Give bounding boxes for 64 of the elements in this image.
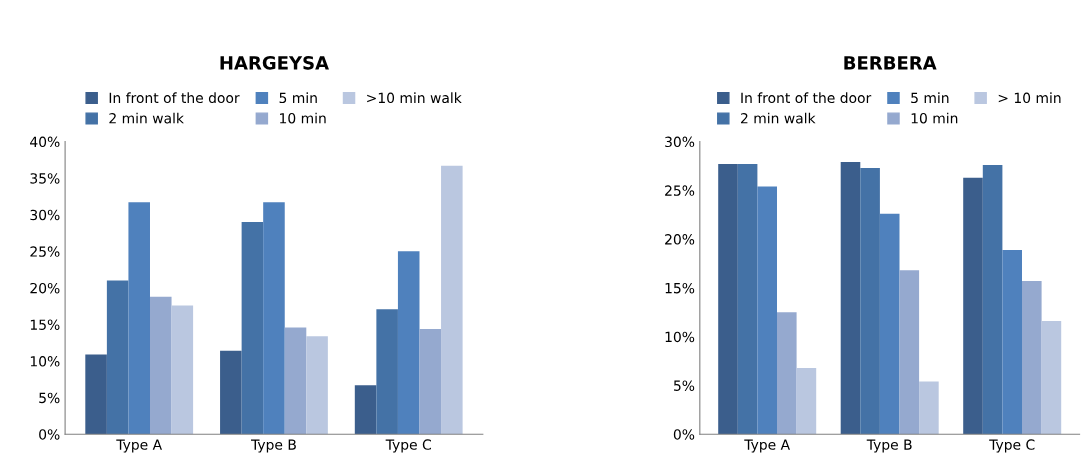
legend-label: > 10 min	[998, 92, 1061, 104]
x-tick-label: Type B	[251, 439, 296, 453]
x-tick-label: Type A	[116, 439, 162, 453]
bar	[1041, 321, 1062, 435]
bar	[171, 305, 194, 435]
bar	[85, 354, 107, 435]
bar	[879, 213, 900, 435]
y-tick-label: 5%	[674, 380, 695, 391]
bar	[899, 270, 920, 435]
legend-label: 2 min walk	[740, 112, 816, 124]
bar	[777, 312, 797, 435]
bar	[106, 280, 129, 435]
bar	[919, 381, 939, 435]
bar	[284, 327, 307, 435]
legend-label: 10 min	[280, 112, 326, 124]
bar	[441, 165, 463, 435]
y-tick-label: 25%	[665, 185, 695, 196]
bar	[1022, 281, 1042, 435]
bar	[220, 350, 242, 435]
y-tick-label: 15%	[665, 282, 695, 294]
bar	[963, 177, 983, 435]
y-tick-label: 0%	[39, 429, 60, 440]
bar	[757, 186, 777, 435]
bar	[860, 167, 880, 435]
bar	[263, 202, 285, 435]
bar	[128, 202, 150, 435]
y-tick-label: 25%	[30, 246, 60, 257]
chart-title: HARGEYSA	[220, 55, 329, 70]
legend-label: 5 min	[279, 92, 317, 104]
legend-label: In front of the door	[741, 92, 872, 104]
y-tick-label: 5%	[39, 392, 60, 404]
bar	[718, 164, 738, 435]
y-tick-label: 30%	[30, 209, 60, 221]
bar	[354, 385, 377, 435]
bar	[306, 336, 328, 435]
bar	[241, 222, 264, 435]
legend-label: In front of the door	[109, 92, 240, 104]
bar	[419, 328, 442, 435]
bar	[1002, 249, 1022, 435]
x-tick-label: Type B	[866, 439, 912, 453]
bar	[397, 251, 420, 435]
bar	[376, 309, 398, 435]
legend-label: 5 min	[911, 92, 949, 104]
y-tick-label: 10%	[665, 331, 695, 343]
legend-label: 10 min	[911, 112, 958, 124]
bar	[840, 162, 861, 435]
y-tick-label: 0%	[673, 429, 695, 440]
y-tick-label: 20%	[30, 282, 60, 294]
y-tick-label: 20%	[665, 234, 695, 245]
x-tick-label: Type C	[989, 439, 1035, 453]
bar	[796, 367, 817, 435]
chart-title: BERBERA	[844, 56, 937, 70]
bar	[737, 164, 758, 435]
legend-label: 2 min walk	[109, 112, 184, 124]
x-tick-label: Type A	[744, 439, 790, 453]
y-tick-label: 10%	[30, 356, 60, 367]
x-tick-label: Type C	[385, 439, 431, 453]
y-tick-label: 15%	[30, 319, 60, 330]
y-tick-label: 35%	[30, 173, 60, 184]
y-tick-label: 40%	[30, 136, 60, 148]
legend-label: >10 min walk	[367, 92, 462, 104]
bar	[982, 165, 1003, 435]
bar	[149, 296, 172, 435]
y-tick-label: 30%	[665, 136, 695, 148]
